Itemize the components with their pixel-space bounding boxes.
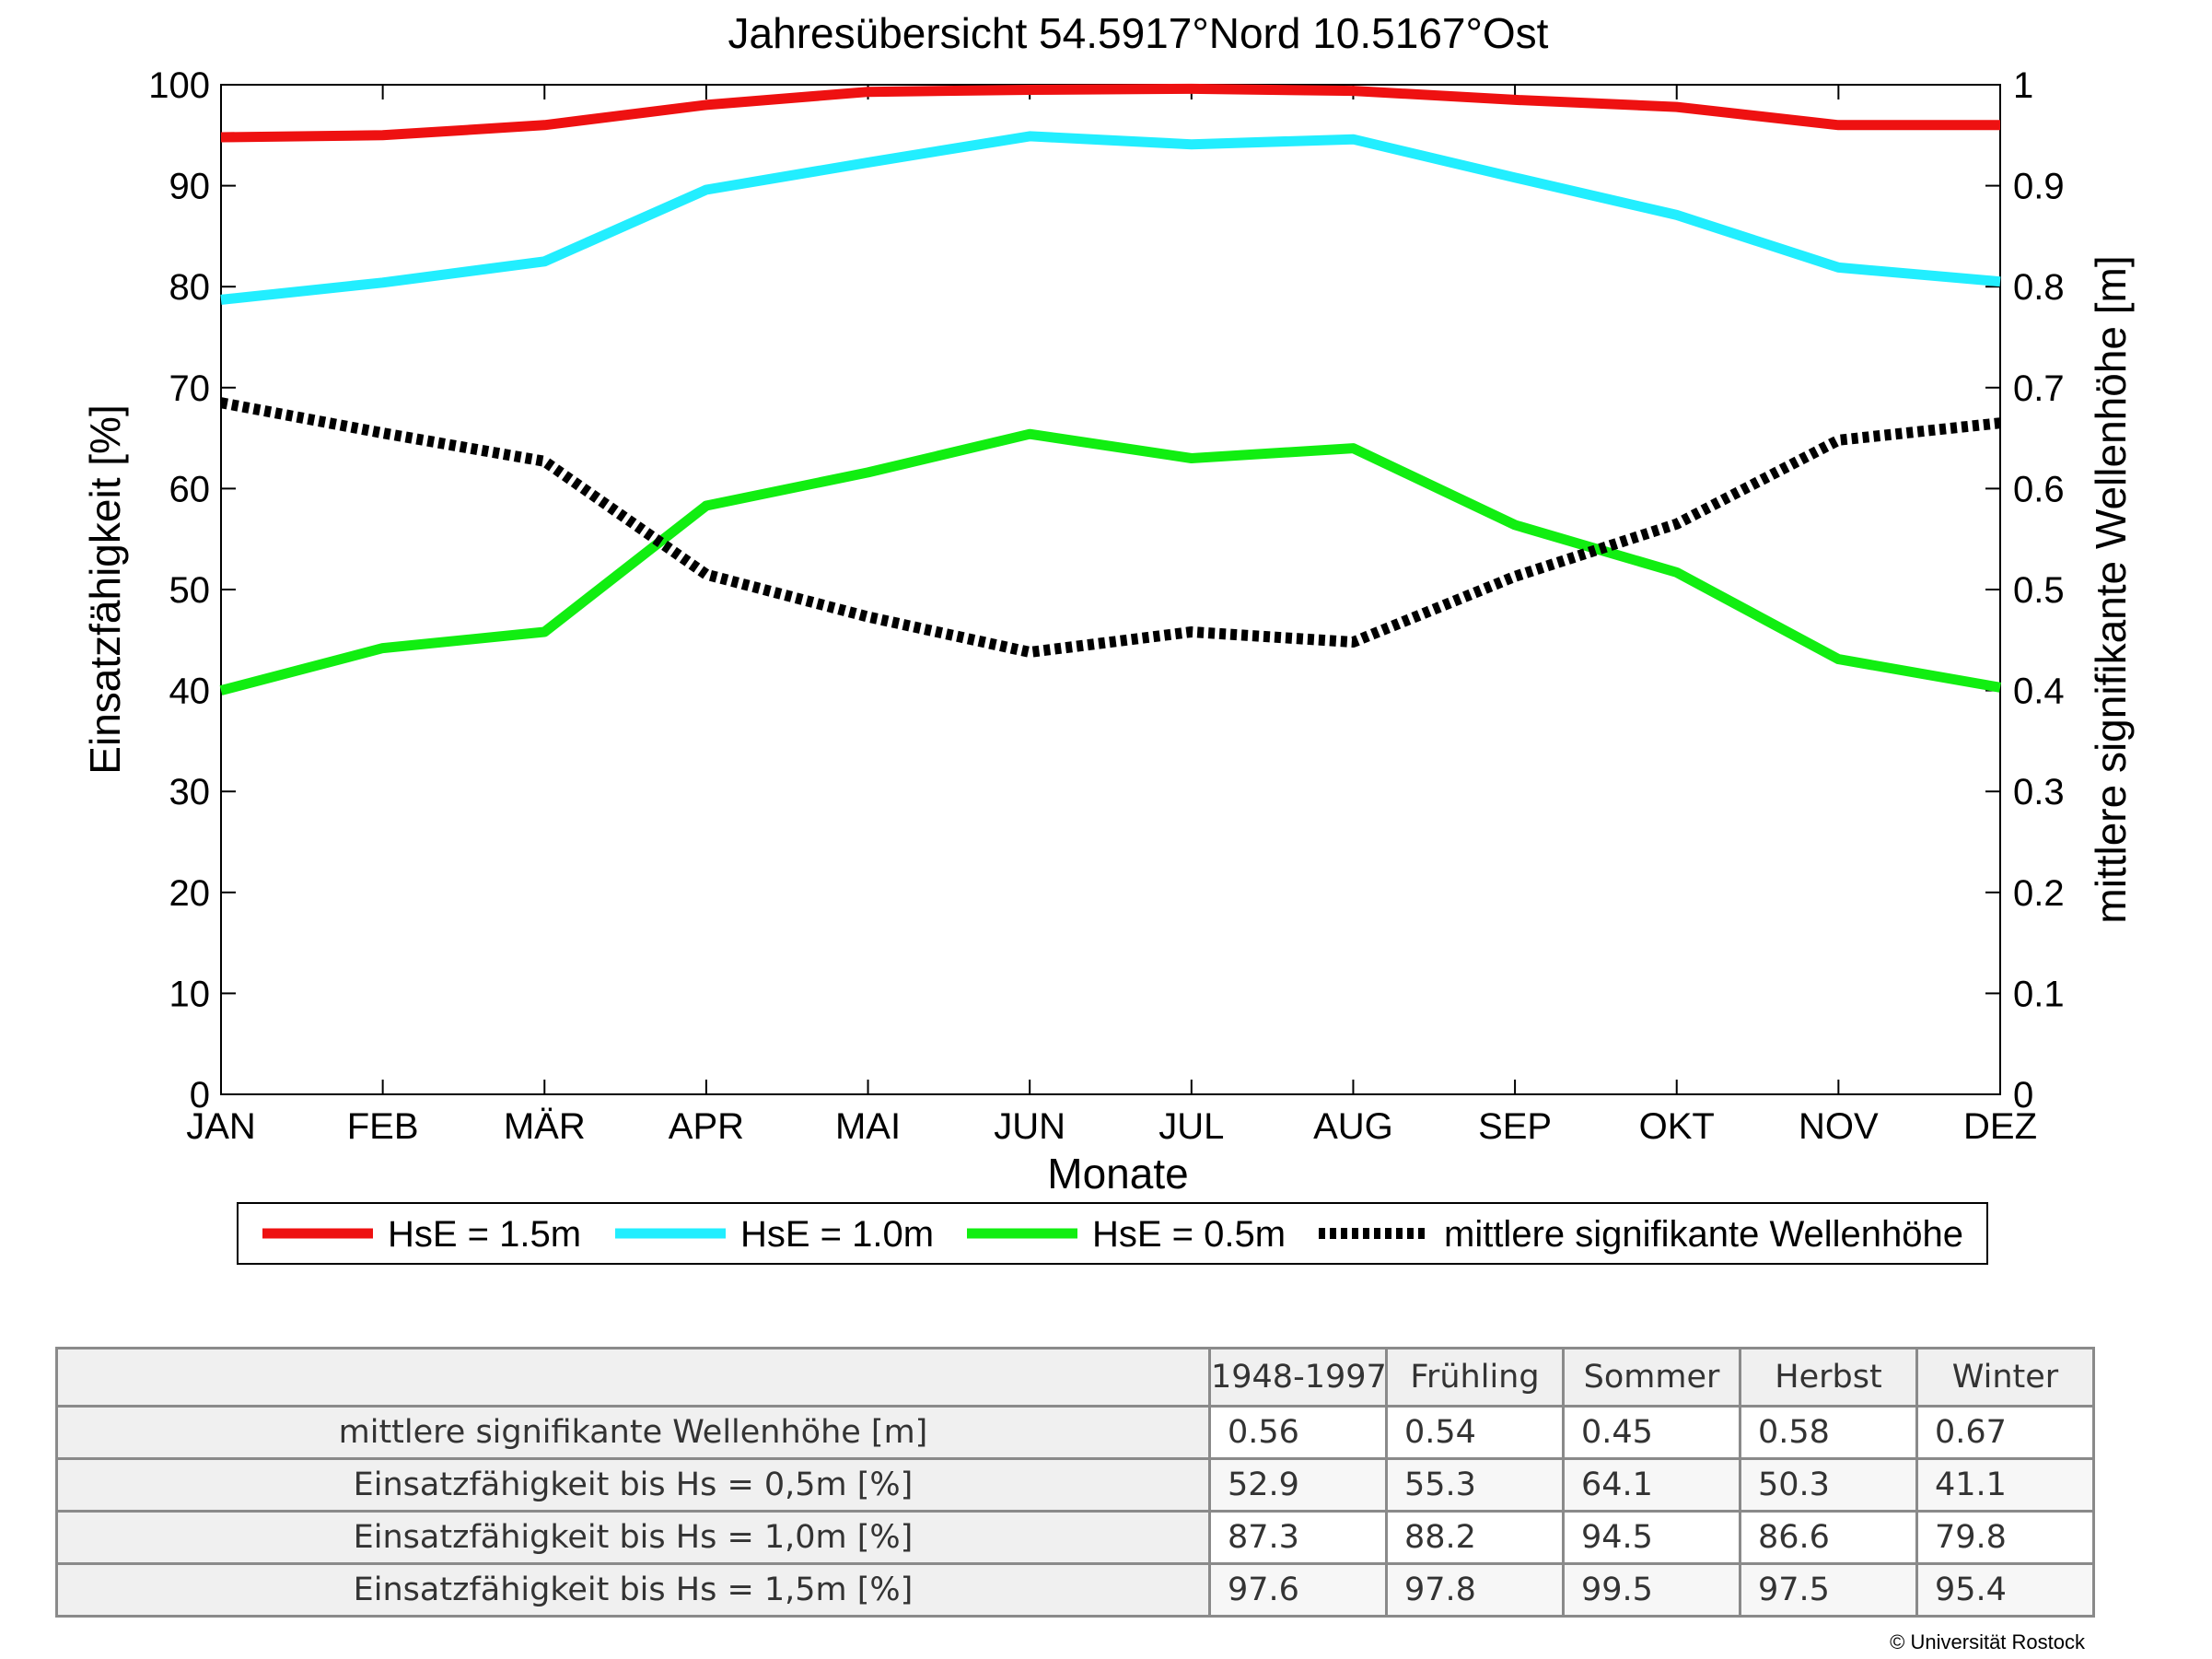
table-row: Einsatzfähigkeit bis Hs = 1,5m [%] 97.6 … bbox=[55, 1562, 2095, 1618]
table-cell: 97.6 bbox=[1208, 1562, 1388, 1618]
y2-tick-label: 0.5 bbox=[2013, 570, 2065, 611]
x-tick-label: MÄR bbox=[504, 1106, 586, 1147]
table-row: Einsatzfähigkeit bis Hs = 1,0m [%] 87.3 … bbox=[55, 1510, 2095, 1565]
y-tick-label: 80 bbox=[169, 267, 211, 308]
series-line-2 bbox=[219, 428, 2001, 695]
table-corner-cell bbox=[55, 1347, 1211, 1408]
table-cell: 0.45 bbox=[1562, 1405, 1741, 1460]
table-cell: 94.5 bbox=[1562, 1510, 1741, 1565]
x-tick-label: APR bbox=[669, 1106, 744, 1147]
table-cell: 99.5 bbox=[1562, 1562, 1741, 1618]
table-cell: 0.67 bbox=[1915, 1405, 2095, 1460]
table-row: Einsatzfähigkeit bis Hs = 0,5m [%] 52.9 … bbox=[55, 1457, 2095, 1513]
column-header-spring: Frühling bbox=[1385, 1347, 1565, 1408]
x-tick-label: DEZ bbox=[1963, 1106, 2037, 1147]
x-tick-label: MAI bbox=[835, 1106, 901, 1147]
column-header-summer: Sommer bbox=[1562, 1347, 1741, 1408]
table-cell: 0.54 bbox=[1385, 1405, 1565, 1460]
y-tick-label: 70 bbox=[169, 368, 211, 409]
x-tick-label: AUG bbox=[1313, 1106, 1393, 1147]
x-tick-label: NOV bbox=[1799, 1106, 1879, 1147]
column-header-autumn: Herbst bbox=[1739, 1347, 1918, 1408]
y2-tick-label: 0.4 bbox=[2013, 672, 2065, 712]
y-tick-label: 100 bbox=[148, 65, 210, 106]
table-cell: 86.6 bbox=[1739, 1510, 1918, 1565]
row-label: Einsatzfähigkeit bis Hs = 0,5m [%] bbox=[55, 1457, 1211, 1513]
x-tick-label: SEP bbox=[1478, 1106, 1552, 1147]
x-tick-label: OKT bbox=[1639, 1106, 1715, 1147]
table-cell: 88.2 bbox=[1385, 1510, 1565, 1565]
x-tick-label: FEB bbox=[347, 1106, 419, 1147]
y2-tick-label: 0.2 bbox=[2013, 873, 2065, 914]
y2-tick-label: 0.3 bbox=[2013, 772, 2065, 812]
y-axis-label: Einsatzfähigkeit [%] bbox=[81, 404, 129, 774]
y-tick-label: 30 bbox=[169, 772, 211, 812]
y2-tick-label: 0.6 bbox=[2013, 469, 2065, 509]
y2-tick-label: 0.9 bbox=[2013, 167, 2065, 207]
table-cell: 50.3 bbox=[1739, 1457, 1918, 1513]
y2-tick-label: 0 bbox=[2013, 1075, 2033, 1116]
table-cell: 97.8 bbox=[1385, 1562, 1565, 1618]
legend-label-2: HsE = 0.5m bbox=[1092, 1214, 1286, 1255]
y-tick-label: 0 bbox=[190, 1075, 210, 1116]
table-cell: 52.9 bbox=[1208, 1457, 1388, 1513]
legend-label-0: HsE = 1.5m bbox=[388, 1214, 581, 1255]
row-label: Einsatzfähigkeit bis Hs = 1,5m [%] bbox=[55, 1562, 1211, 1618]
legend-label-3: mittlere signifikante Wellenhöhe bbox=[1444, 1214, 1963, 1255]
y-tick-label: 10 bbox=[169, 974, 211, 1014]
y2-axis-label: mittlere signifikante Wellenhöhe [m] bbox=[2087, 255, 2135, 923]
table-cell: 79.8 bbox=[1915, 1510, 2095, 1565]
series-line-1 bbox=[220, 131, 2001, 305]
y2-tick-label: 0.8 bbox=[2013, 267, 2065, 308]
copyright-notice: © Universität Rostock bbox=[1890, 1630, 2085, 1653]
y-tick-label: 60 bbox=[169, 469, 211, 509]
y-tick-label: 40 bbox=[169, 672, 211, 712]
table-cell: 87.3 bbox=[1208, 1510, 1388, 1565]
chart-title: Jahresübersicht 54.5917°Nord 10.5167°Ost bbox=[728, 9, 1549, 57]
legend-label-1: HsE = 1.0m bbox=[740, 1214, 934, 1255]
chart-area: Jahresübersicht 54.5917°Nord 10.5167°Ost… bbox=[81, 9, 2135, 1265]
table-cell: 41.1 bbox=[1915, 1457, 2095, 1513]
x-tick-label: JUN bbox=[994, 1106, 1065, 1147]
table-cell: 64.1 bbox=[1562, 1457, 1741, 1513]
row-label: mittlere signifikante Wellenhöhe [m] bbox=[55, 1405, 1211, 1460]
x-axis-label: Monate bbox=[1047, 1150, 1188, 1198]
statistics-table: 1948-1997 Frühling Sommer Herbst Winter … bbox=[55, 1347, 2095, 1618]
series-line-0 bbox=[220, 83, 2000, 143]
y-tick-label: 20 bbox=[169, 873, 211, 914]
table-row: mittlere signifikante Wellenhöhe [m] 0.5… bbox=[55, 1405, 2095, 1460]
line-chart: Jahresübersicht 54.5917°Nord 10.5167°Ost… bbox=[81, 9, 2135, 1265]
series-line-3 bbox=[219, 397, 2001, 658]
table-cell: 0.58 bbox=[1739, 1405, 1918, 1460]
x-tick-label: JUL bbox=[1158, 1106, 1224, 1147]
table-cell: 97.5 bbox=[1739, 1562, 1918, 1618]
y-tick-label: 50 bbox=[169, 570, 211, 611]
column-header-period: 1948-1997 bbox=[1208, 1347, 1388, 1408]
table-cell: 55.3 bbox=[1385, 1457, 1565, 1513]
table-cell: 95.4 bbox=[1915, 1562, 2095, 1618]
table-cell: 0.56 bbox=[1208, 1405, 1388, 1460]
y2-tick-label: 0.1 bbox=[2013, 974, 2065, 1014]
y2-tick-label: 0.7 bbox=[2013, 368, 2065, 409]
column-header-winter: Winter bbox=[1915, 1347, 2095, 1408]
y-tick-label: 90 bbox=[169, 167, 211, 207]
y2-tick-label: 1 bbox=[2013, 65, 2033, 106]
row-label: Einsatzfähigkeit bis Hs = 1,0m [%] bbox=[55, 1510, 1211, 1565]
table-header-row: 1948-1997 Frühling Sommer Herbst Winter bbox=[55, 1347, 2095, 1408]
x-tick-label: JAN bbox=[186, 1106, 256, 1147]
legend-box bbox=[237, 1202, 1988, 1265]
